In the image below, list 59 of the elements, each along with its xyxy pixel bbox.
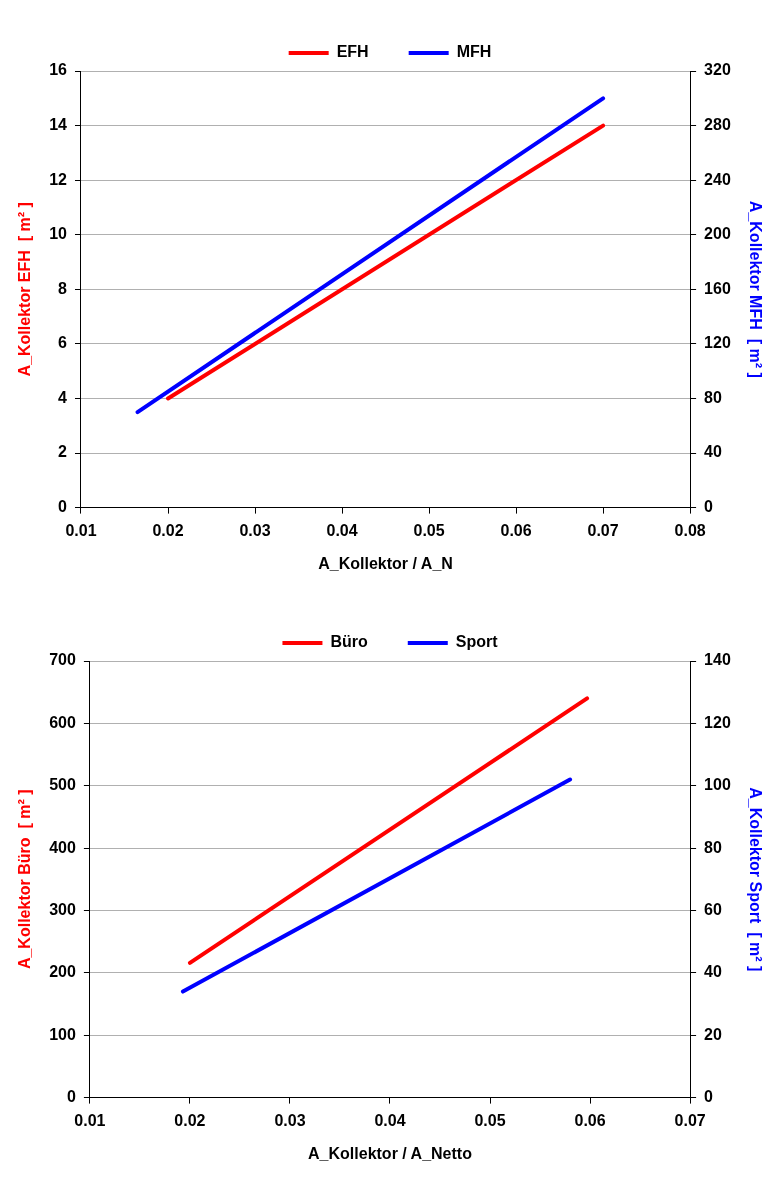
y2-tick-label: 200	[704, 225, 731, 243]
y-tick-label: 2	[58, 443, 68, 461]
y-tick-label: 600	[49, 713, 76, 731]
y2-tick-label: 240	[704, 170, 731, 188]
legend-label: MFH	[456, 43, 492, 61]
y-tick-label: 700	[49, 651, 76, 669]
y2-tick-label: 80	[704, 838, 722, 856]
x-tick-label: 0.02	[174, 1111, 206, 1129]
y2-tick-label: 120	[704, 713, 731, 731]
x-tick-label: 0.06	[574, 1111, 606, 1129]
y2-tick-label: 40	[704, 443, 722, 461]
y-tick-label: 12	[49, 170, 68, 188]
y-tick-label: 14	[49, 115, 68, 133]
x-tick-label: 0.04	[374, 1111, 406, 1129]
y2-tick-label: 80	[704, 388, 722, 406]
x-tick-label: 0.01	[65, 521, 97, 539]
y-tick-label: 0	[66, 1088, 76, 1106]
y2-tick-label: 100	[704, 776, 731, 794]
y-tick-label: 200	[49, 963, 76, 981]
y-axis-title: A_Kollektor Büro [ m² ]	[16, 789, 34, 970]
legend-label: Büro	[330, 633, 368, 651]
y-tick-label: 6	[58, 334, 68, 352]
x-tick-label: 0.05	[474, 1111, 506, 1129]
y-axis-title: A_Kollektor EFH [ m² ]	[16, 202, 34, 377]
y2-axis-title: A_Kollektor Sport [ m² ]	[746, 787, 764, 972]
x-tick-label: 0.05	[413, 521, 445, 539]
x-tick-label: 0.08	[674, 521, 706, 539]
x-tick-label: 0.03	[239, 521, 271, 539]
y-tick-label: 8	[58, 279, 68, 297]
y2-tick-label: 160	[704, 279, 731, 297]
x-tick-label: 0.03	[274, 1111, 306, 1129]
y2-tick-label: 140	[704, 651, 731, 669]
y-tick-label: 10	[49, 225, 68, 243]
y-tick-label: 500	[49, 776, 76, 794]
y2-tick-label: 40	[704, 963, 722, 981]
x-tick-label: 0.07	[674, 1111, 706, 1129]
y-tick-label: 0	[58, 498, 68, 516]
x-axis-title: A_Kollektor / A_Netto	[308, 1144, 473, 1162]
x-tick-label: 0.06	[500, 521, 532, 539]
x-tick-label: 0.04	[326, 521, 358, 539]
y2-tick-label: 0	[704, 1088, 714, 1106]
x-axis-title: A_Kollektor / A_N	[318, 554, 453, 572]
x-tick-label: 0.02	[152, 521, 184, 539]
y-tick-label: 16	[49, 61, 68, 79]
legend-label: EFH	[336, 43, 369, 61]
y2-tick-label: 20	[704, 1025, 722, 1043]
y2-tick-label: 320	[704, 61, 731, 79]
y2-tick-label: 0	[704, 498, 714, 516]
y-tick-label: 400	[49, 838, 76, 856]
y2-tick-label: 280	[704, 115, 731, 133]
y2-tick-label: 60	[704, 900, 722, 918]
y2-axis-title: A_Kollektor MFH [ m² ]	[746, 200, 764, 378]
y-tick-label: 4	[58, 388, 68, 406]
x-tick-label: 0.01	[74, 1111, 106, 1129]
y-tick-label: 100	[49, 1025, 76, 1043]
y2-tick-label: 120	[704, 334, 731, 352]
y-tick-label: 300	[49, 900, 76, 918]
x-tick-label: 0.07	[587, 521, 619, 539]
legend-label: Sport	[455, 633, 499, 651]
